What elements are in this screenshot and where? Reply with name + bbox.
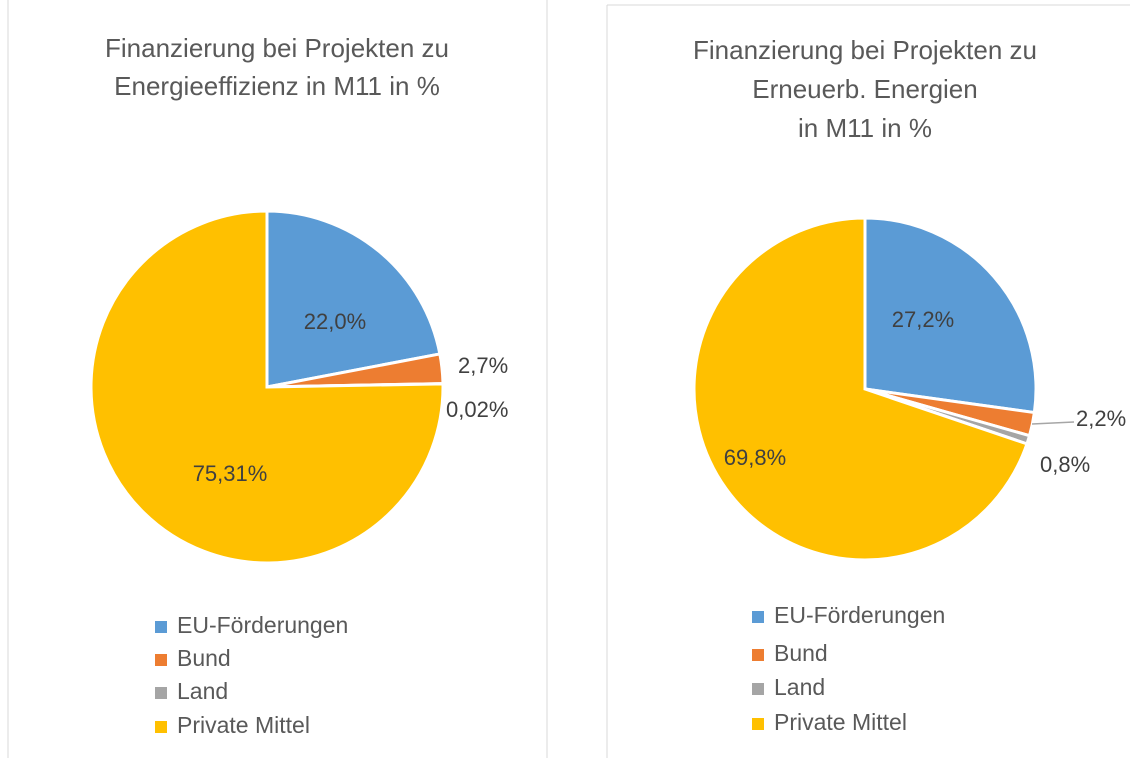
- legend-label: Land: [774, 674, 825, 700]
- pie-slice: [265, 209, 442, 389]
- chart-title: Energieeffizienz in M11 in %: [114, 71, 440, 101]
- data-label: 2,7%: [458, 353, 508, 378]
- chart-title: Finanzierung bei Projekten zu: [105, 33, 449, 63]
- legend-label: Bund: [177, 645, 231, 671]
- legend-label: EU-Förderungen: [774, 602, 945, 628]
- data-label: 27,2%: [892, 307, 954, 332]
- data-label: 2,2%: [1076, 406, 1126, 431]
- legend-label: EU-Förderungen: [177, 612, 348, 638]
- data-label: 22,0%: [304, 309, 366, 334]
- data-label: 0,8%: [1040, 452, 1090, 477]
- legend-swatch: [752, 718, 764, 730]
- chart-title: in M11 in %: [798, 113, 932, 143]
- legend-label: Private Mittel: [177, 712, 310, 738]
- legend-swatch: [752, 649, 764, 661]
- pie-slice: [863, 216, 1038, 415]
- legend-label: Land: [177, 678, 228, 704]
- pie-slice: [89, 209, 445, 565]
- data-label: 75,31%: [193, 461, 268, 486]
- chart-title: Erneuerb. Energien: [752, 74, 977, 104]
- legend-swatch: [752, 683, 764, 695]
- legend-swatch: [155, 721, 167, 733]
- data-label: 0,02%: [446, 397, 508, 422]
- chart-title: Finanzierung bei Projekten zu: [693, 35, 1037, 65]
- pie-slice: [692, 216, 1029, 562]
- legend-label: Bund: [774, 640, 828, 666]
- data-label: 69,8%: [724, 445, 786, 470]
- legend-swatch: [155, 621, 167, 633]
- legend-swatch: [752, 611, 764, 623]
- leader-line: [1031, 421, 1075, 425]
- legend-swatch: [155, 687, 167, 699]
- legend-swatch: [155, 654, 167, 666]
- legend-label: Private Mittel: [774, 709, 907, 735]
